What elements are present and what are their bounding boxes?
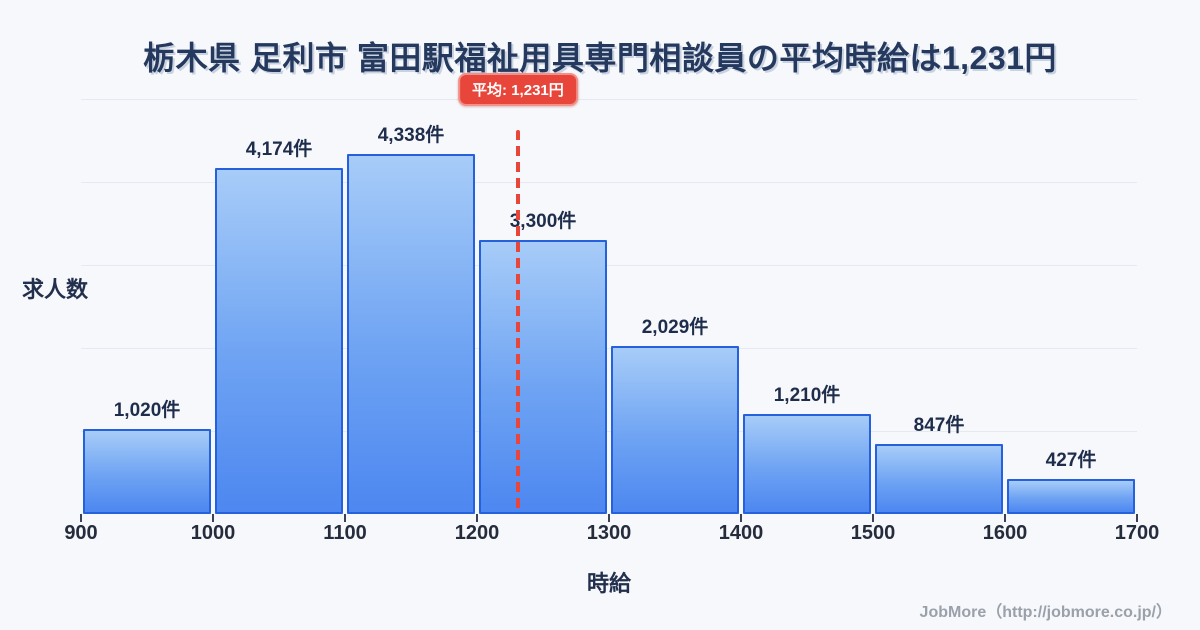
bar-value-label: 2,029件 xyxy=(641,316,709,338)
histogram-plot-area: 1,020件 4,174件 4,338件 3,300件 2,029件 1,210件 847件… xyxy=(64,73,1159,544)
histogram-bar xyxy=(479,240,607,514)
x-tick-mark xyxy=(608,514,610,522)
x-tick-mark xyxy=(344,514,346,522)
gridline xyxy=(81,265,1137,266)
x-tick-mark xyxy=(476,514,478,522)
x-tick-label: 1700 xyxy=(1114,522,1160,544)
histogram-bar xyxy=(743,413,871,514)
x-tick-label: 1300 xyxy=(586,522,632,544)
x-tick-mark xyxy=(1004,514,1006,522)
x-tick-label: 1400 xyxy=(718,522,764,544)
x-tick-label: 1000 xyxy=(190,522,236,544)
histogram-bar xyxy=(215,167,343,514)
bar-value-label: 427件 xyxy=(1045,449,1097,471)
x-tick-mark xyxy=(80,514,82,522)
average-badge: 平均: 1,231円 xyxy=(458,73,578,106)
bar-value-label: 4,338件 xyxy=(377,124,445,146)
bar-value-label: 1,210件 xyxy=(773,384,841,406)
chart-title: 栃木県 足利市 富田駅福祉用具専門相談員の平均時給は1,231円 xyxy=(143,40,1057,76)
gridline xyxy=(81,182,1137,183)
x-tick-label: 1500 xyxy=(850,522,896,544)
bar-value-label: 847件 xyxy=(913,414,965,436)
bar-value-label: 1,020件 xyxy=(113,400,181,422)
histogram-bar xyxy=(875,443,1003,514)
average-line xyxy=(515,130,520,514)
credit-text: JobMore（http://jobmore.co.jp/） xyxy=(919,604,1172,621)
x-tick-label: 1200 xyxy=(454,522,500,544)
gridline xyxy=(81,348,1137,349)
histogram-bar xyxy=(1007,478,1135,514)
bar-value-label: 4,174件 xyxy=(245,138,313,160)
histogram-bar xyxy=(611,345,739,514)
gridline xyxy=(81,431,1137,432)
x-tick-mark xyxy=(740,514,742,522)
x-tick-label: 1100 xyxy=(323,522,367,544)
histogram-bar xyxy=(347,153,475,514)
x-axis-label: 時給 xyxy=(586,571,631,596)
gridline xyxy=(81,99,1137,100)
y-axis-label: 求人数 xyxy=(22,277,89,302)
x-tick-mark xyxy=(212,514,214,522)
x-tick-mark xyxy=(1136,514,1138,522)
x-tick-label: 1600 xyxy=(982,522,1028,544)
x-tick-mark xyxy=(872,514,874,522)
histogram-bar xyxy=(83,429,211,514)
bar-value-label: 3,300件 xyxy=(509,211,577,233)
x-tick-label: 900 xyxy=(64,522,98,544)
